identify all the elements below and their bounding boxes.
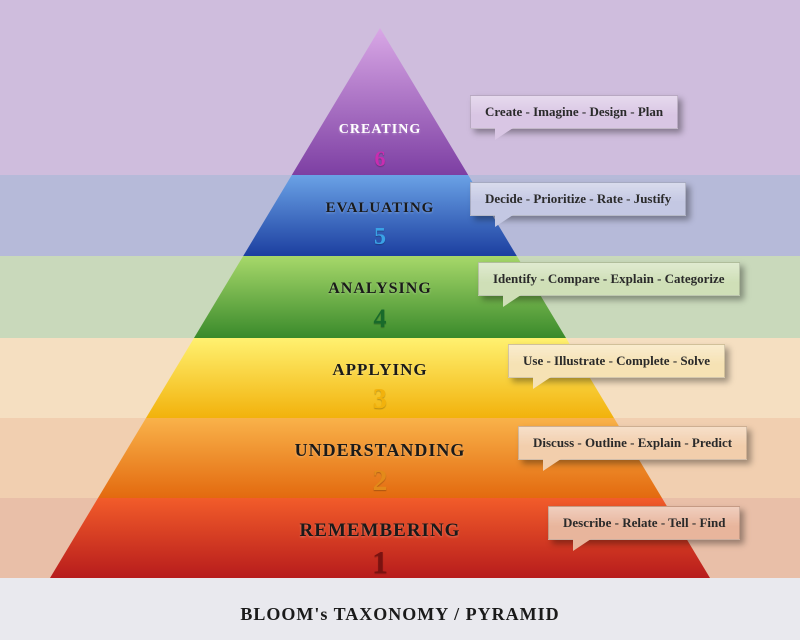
level-name-4: ANALYSING bbox=[328, 280, 432, 298]
callout-2: Discuss - Outline - Explain - Predict bbox=[518, 426, 747, 460]
diagram-stage: CREATING 6 EVALUATING 5 ANALYSING 4 APPLYING 3 U… bbox=[0, 0, 800, 640]
pyramid bbox=[0, 0, 800, 640]
speech-tail-icon bbox=[495, 215, 513, 227]
diagram-title: BLOOM's TAXONOMY / PYRAMID bbox=[240, 604, 559, 625]
level-number-5: 5 bbox=[374, 224, 386, 251]
callout-5: Decide - Prioritize - Rate - Justify bbox=[470, 182, 686, 216]
level-number-4: 4 bbox=[374, 304, 387, 334]
level-name-3: APPLYING bbox=[332, 360, 427, 380]
callout-text: Discuss - Outline - Explain - Predict bbox=[533, 435, 732, 450]
callout-4: Identify - Compare - Explain - Categoriz… bbox=[478, 262, 740, 296]
speech-tail-icon bbox=[495, 128, 513, 140]
speech-tail-icon bbox=[573, 539, 591, 551]
level-name-6: CREATING bbox=[339, 122, 421, 138]
level-name-2: UNDERSTANDING bbox=[295, 440, 466, 461]
speech-tail-icon bbox=[533, 377, 551, 389]
level-number-2: 2 bbox=[373, 464, 388, 498]
level-number-3: 3 bbox=[373, 384, 387, 416]
callout-text: Describe - Relate - Tell - Find bbox=[563, 515, 725, 530]
level-name-5: EVALUATING bbox=[326, 200, 435, 217]
callout-text: Create - Imagine - Design - Plan bbox=[485, 104, 663, 119]
level-number-6: 6 bbox=[375, 146, 386, 172]
speech-tail-icon bbox=[503, 295, 521, 307]
callout-text: Use - Illustrate - Complete - Solve bbox=[523, 353, 710, 368]
callout-1: Describe - Relate - Tell - Find bbox=[548, 506, 740, 540]
level-number-1: 1 bbox=[372, 544, 388, 581]
callout-3: Use - Illustrate - Complete - Solve bbox=[508, 344, 725, 378]
callout-text: Identify - Compare - Explain - Categoriz… bbox=[493, 271, 725, 286]
level-name-1: REMEMBERING bbox=[300, 520, 461, 542]
callout-6: Create - Imagine - Design - Plan bbox=[470, 95, 678, 129]
callout-text: Decide - Prioritize - Rate - Justify bbox=[485, 191, 671, 206]
speech-tail-icon bbox=[543, 459, 561, 471]
